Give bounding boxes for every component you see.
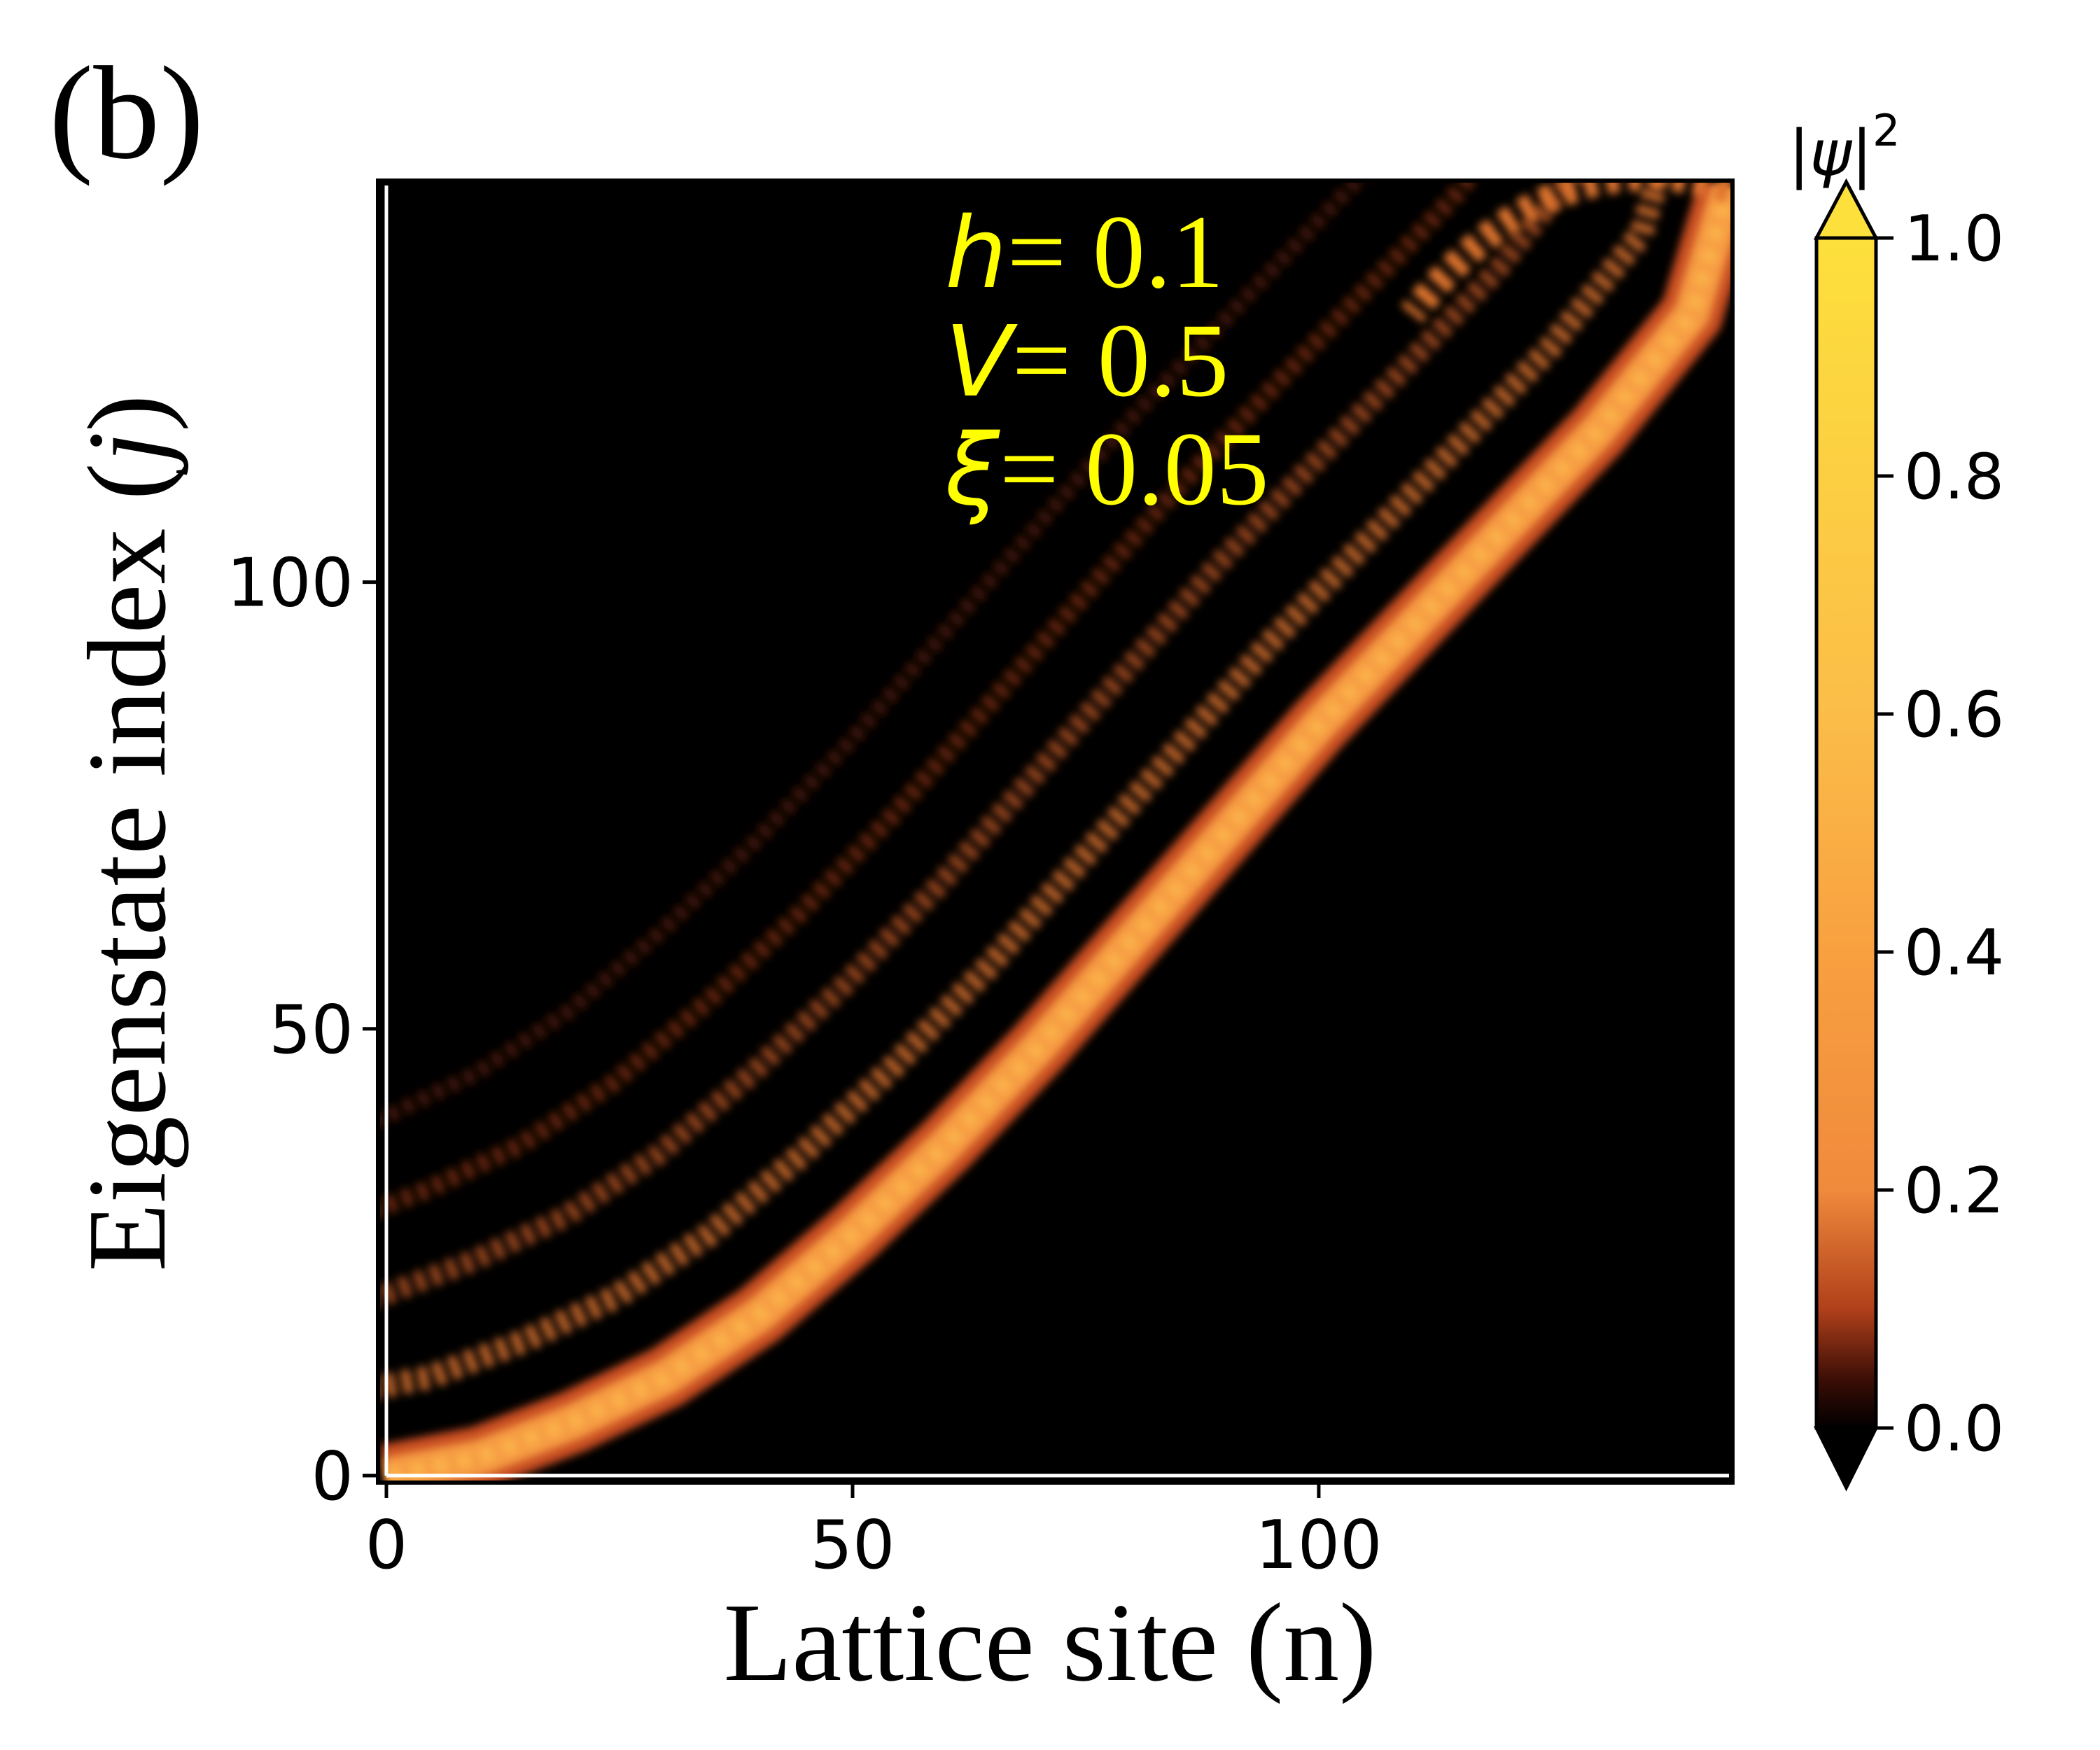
annotation-3: ξ= 0.05 — [944, 411, 1269, 528]
y-tick-label: 50 — [269, 992, 354, 1069]
fringe-band-1 — [378, 181, 1670, 1399]
x-tick-label: 0 — [365, 1507, 407, 1584]
colorbar-extend-top — [1813, 178, 1879, 240]
y-axis-label: Eigenstate index (j) — [64, 395, 189, 1272]
colorbar-ticks: 0.0 0.2 0.4 0.6 0.8 1.0 — [1876, 202, 2004, 1466]
x-tick-label: 50 — [811, 1507, 895, 1584]
x-tick-label: 100 — [1255, 1507, 1382, 1584]
colorbar-frame — [1814, 236, 1878, 1430]
heatmap-layer — [378, 181, 1732, 1483]
x-axis-label: Lattice site (n) — [724, 1580, 1377, 1704]
panel-label: (b) — [49, 40, 204, 187]
y-tick-label: 0 — [312, 1438, 354, 1516]
plot-frame — [376, 178, 1735, 1485]
annotation-1: h= 0.1 — [945, 194, 1224, 311]
colorbar-tick-label: 0.6 — [1904, 678, 2004, 752]
fringe-band-2 — [378, 181, 1583, 1308]
colorbar-tick-label: 0.8 — [1904, 440, 2004, 514]
colorbar-tick-label: 0.0 — [1904, 1392, 2004, 1466]
main-band-core — [384, 186, 1732, 1483]
colorbar-gradient — [1816, 238, 1876, 1428]
colorbar-tick-label: 0.4 — [1904, 916, 2004, 990]
fringe-band-3 — [378, 181, 1479, 1219]
colorbar-label: |ψ|2 — [1788, 105, 1900, 190]
y-tick-label: 100 — [227, 545, 354, 622]
colorbar-tick-label: 0.2 — [1904, 1154, 2004, 1228]
colorbar-extend-bottom — [1813, 1426, 1879, 1492]
colorbar: 0.0 0.2 0.4 0.6 0.8 1.0 |ψ|2 — [1788, 105, 2004, 1492]
annotation-2: V= 0.5 — [945, 302, 1228, 419]
y-axis-ticks: 0 50 100 — [227, 545, 378, 1516]
parameter-annotations: h= 0.1V= 0.5ξ= 0.05 — [944, 194, 1269, 528]
x-axis-ticks: 0 50 100 — [365, 1483, 1382, 1584]
colorbar-tick-label: 1.0 — [1904, 202, 2004, 276]
